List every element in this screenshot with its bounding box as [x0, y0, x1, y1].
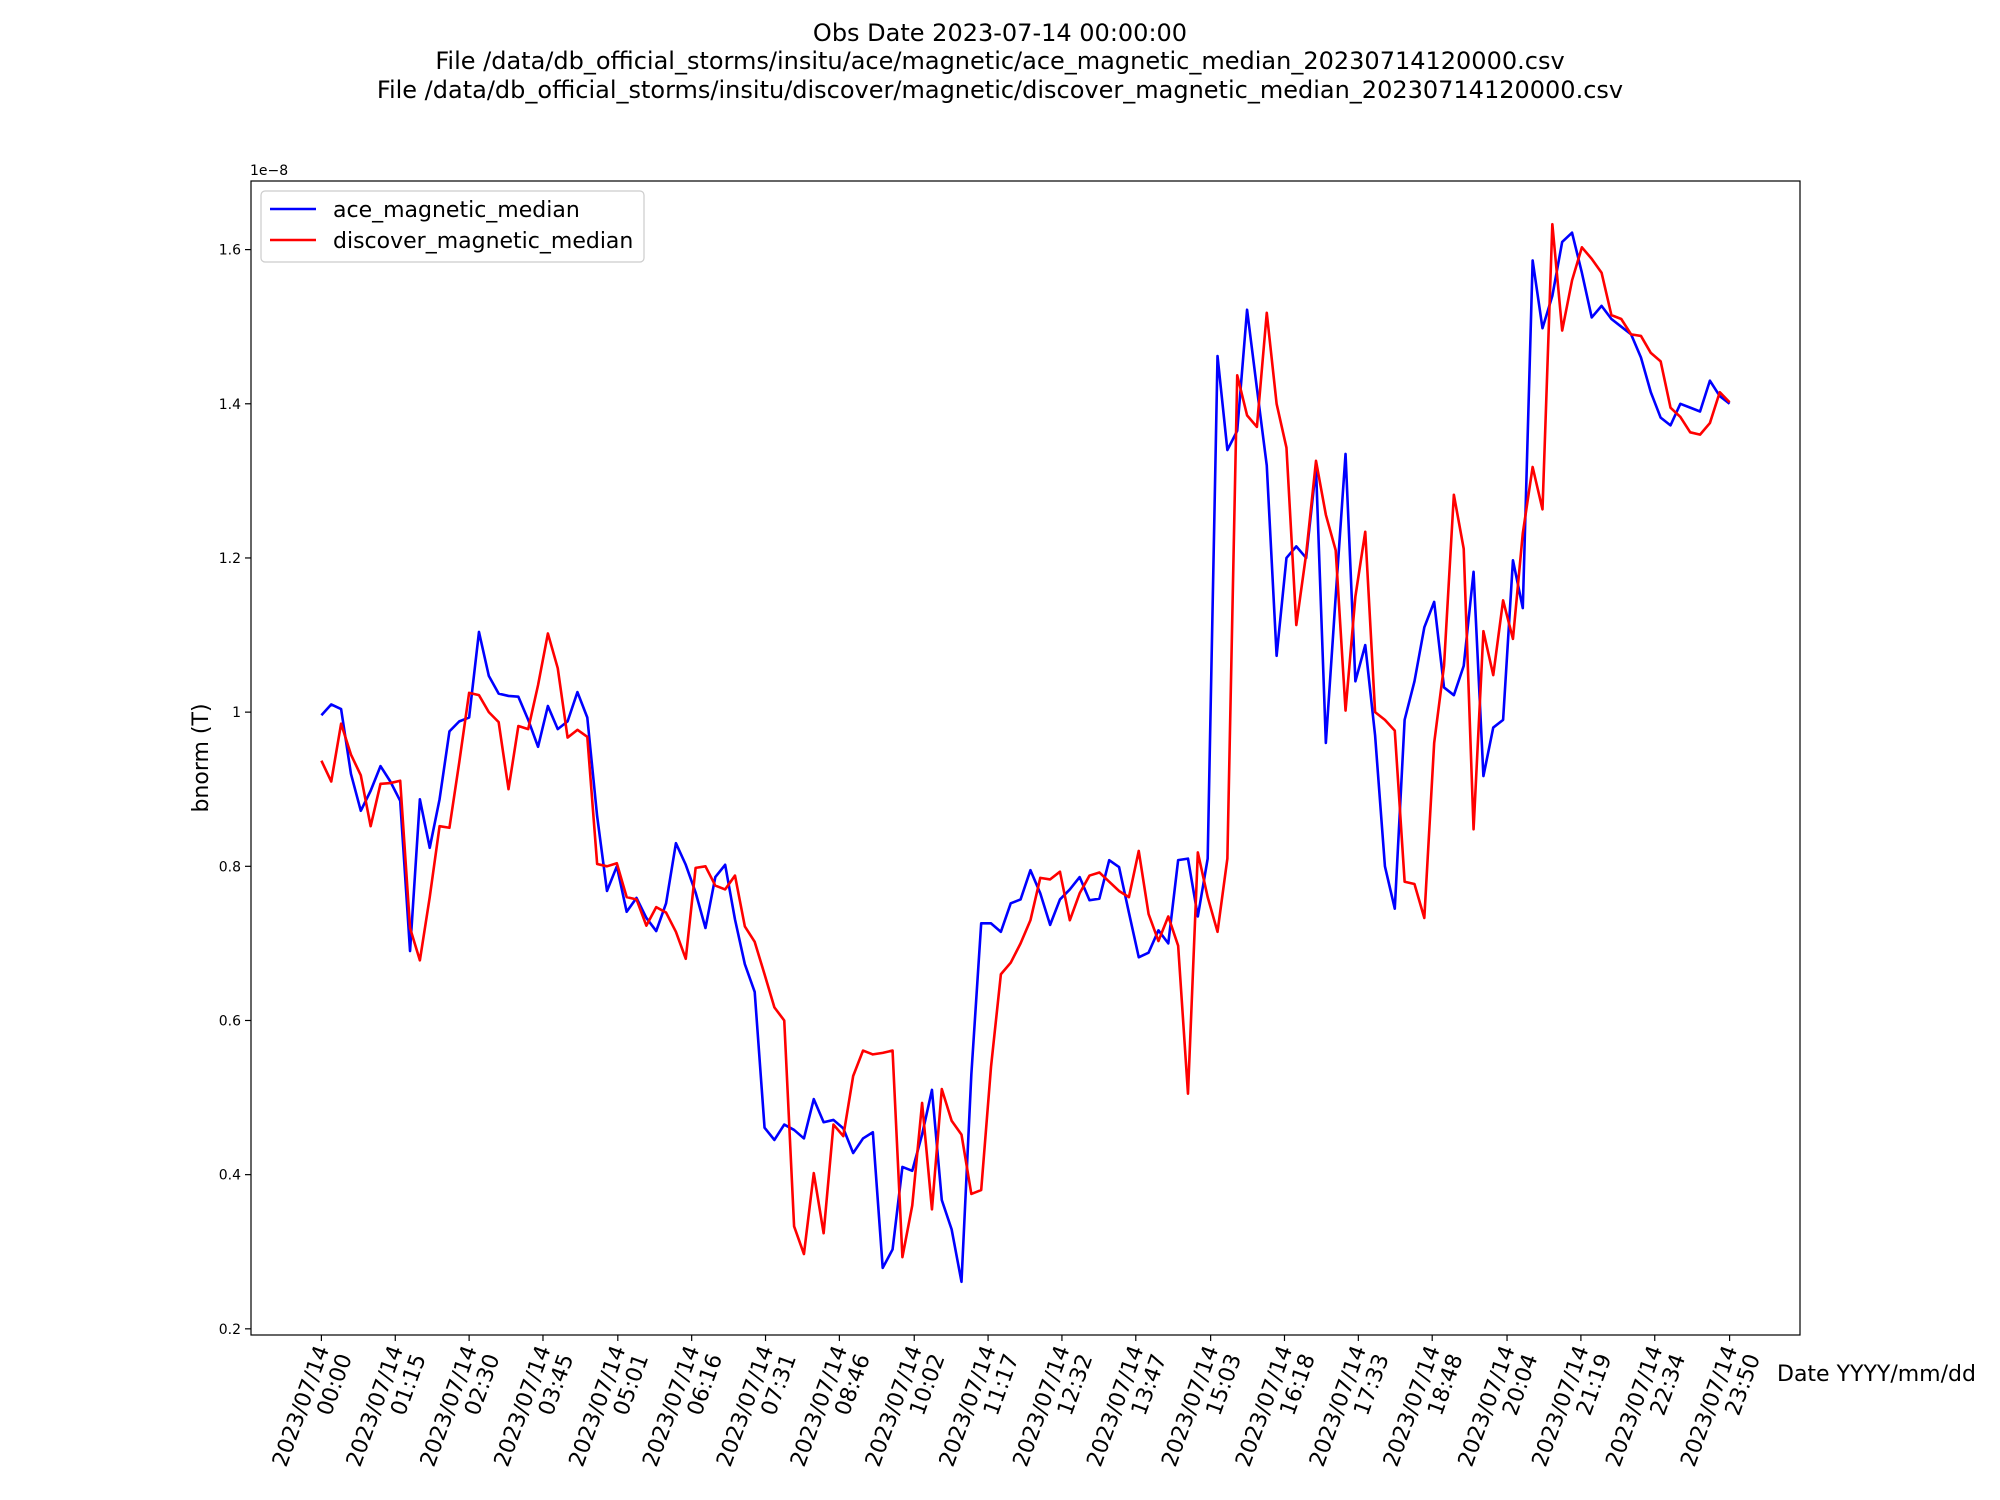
- legend-box: [260, 190, 645, 263]
- y-offset-label: 1e−8: [250, 163, 288, 179]
- x-axis-label: Date YYYY/mm/dd: [1777, 1362, 1976, 1387]
- y-tick-label: 1.4: [219, 397, 241, 413]
- y-tick-label: 0.2: [219, 1322, 241, 1338]
- y-tick-label: 1: [232, 705, 241, 721]
- legend-label: discover_magnetic_median: [333, 229, 633, 254]
- y-tick-label: 0.6: [219, 1013, 241, 1029]
- series-line: [320, 231, 1731, 1284]
- chart-subtitle: File /data/db_official_storms/insitu/ace…: [435, 47, 1564, 75]
- y-tick-label: 0.8: [219, 859, 241, 875]
- series-line: [320, 222, 1731, 1259]
- y-tick-label: 0.4: [219, 1168, 241, 1184]
- plot-frame: [250, 180, 1801, 1336]
- y-axis-label: bnorm (T): [189, 703, 214, 812]
- y-tick-label: 1.2: [219, 551, 241, 567]
- legend-label: ace_magnetic_median: [333, 198, 580, 223]
- chart-subtitle: File /data/db_official_storms/insitu/dis…: [377, 76, 1623, 104]
- chart-title: Obs Date 2023-07-14 00:00:00: [813, 19, 1187, 47]
- y-tick-label: 1.6: [219, 243, 241, 259]
